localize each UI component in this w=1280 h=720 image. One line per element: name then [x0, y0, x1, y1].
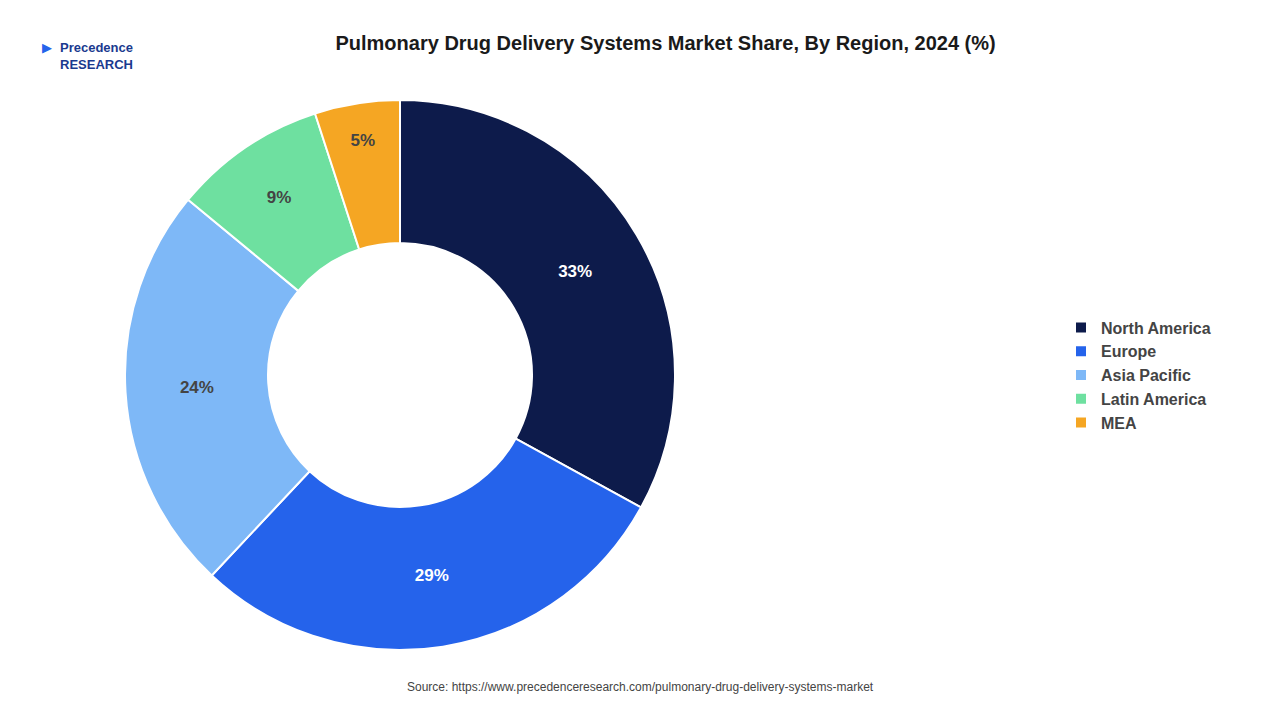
svg-text:5%: 5% [351, 131, 376, 150]
svg-text:Pulmonary Drug Delivery System: Pulmonary Drug Delivery Systems Market S… [335, 32, 995, 54]
svg-text:33%: 33% [558, 262, 592, 281]
svg-text:29%: 29% [415, 566, 449, 585]
svg-text:Source: https://www.precedence: Source: https://www.precedenceresearch.c… [407, 680, 874, 694]
svg-text:Asia Pacific: Asia Pacific [1101, 367, 1191, 384]
svg-text:9%: 9% [267, 188, 292, 207]
svg-text:PrecedenceRESEARCH: PrecedenceRESEARCH [60, 40, 133, 72]
svg-text:MEA: MEA [1101, 415, 1137, 432]
svg-text:24%: 24% [180, 378, 214, 397]
svg-text:Latin America: Latin America [1101, 391, 1206, 408]
svg-text:Europe: Europe [1101, 343, 1156, 360]
svg-text:North America: North America [1101, 320, 1211, 337]
svg-text:▶: ▶ [42, 40, 52, 55]
